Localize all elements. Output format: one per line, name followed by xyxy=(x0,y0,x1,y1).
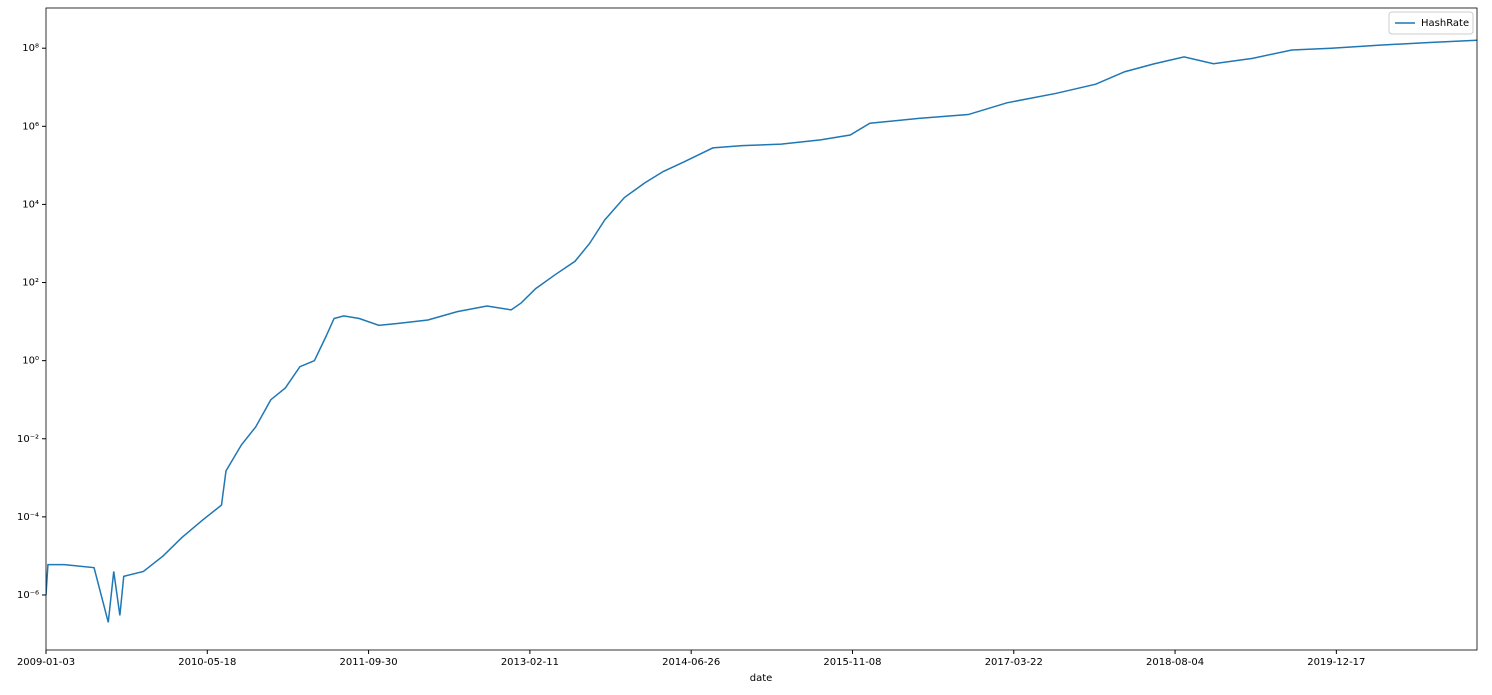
y-tick-label: 10⁰ xyxy=(22,356,39,367)
x-tick-label: 2017-03-22 xyxy=(985,657,1043,668)
y-tick-label: 10⁻² xyxy=(17,434,39,445)
y-tick-label: 10⁶ xyxy=(22,121,39,132)
y-tick-label: 10⁴ xyxy=(22,199,39,210)
legend-box xyxy=(1388,11,1474,35)
x-tick-label: 2010-05-18 xyxy=(178,657,236,668)
legend-label: HashRate xyxy=(1421,18,1469,29)
y-tick-label: 10⁸ xyxy=(22,43,39,54)
x-tick-label: 2018-08-04 xyxy=(1146,657,1204,668)
x-tick-label: 2013-02-11 xyxy=(501,657,559,668)
x-tick-label: 2009-01-03 xyxy=(17,657,75,668)
x-tick-label: 2019-12-17 xyxy=(1307,657,1365,668)
x-tick-label: 2011-09-30 xyxy=(340,657,398,668)
plot-frame xyxy=(45,7,1478,651)
y-tick-label: 10² xyxy=(22,278,39,289)
x-axis-label: date xyxy=(750,673,773,684)
data-line xyxy=(46,39,1477,623)
x-tick-label: 2015-11-08 xyxy=(823,657,881,668)
x-tick-label: 2014-06-26 xyxy=(662,657,720,668)
y-tick-label: 10⁻⁶ xyxy=(17,590,39,601)
y-tick-label: 10⁻⁴ xyxy=(17,512,39,523)
